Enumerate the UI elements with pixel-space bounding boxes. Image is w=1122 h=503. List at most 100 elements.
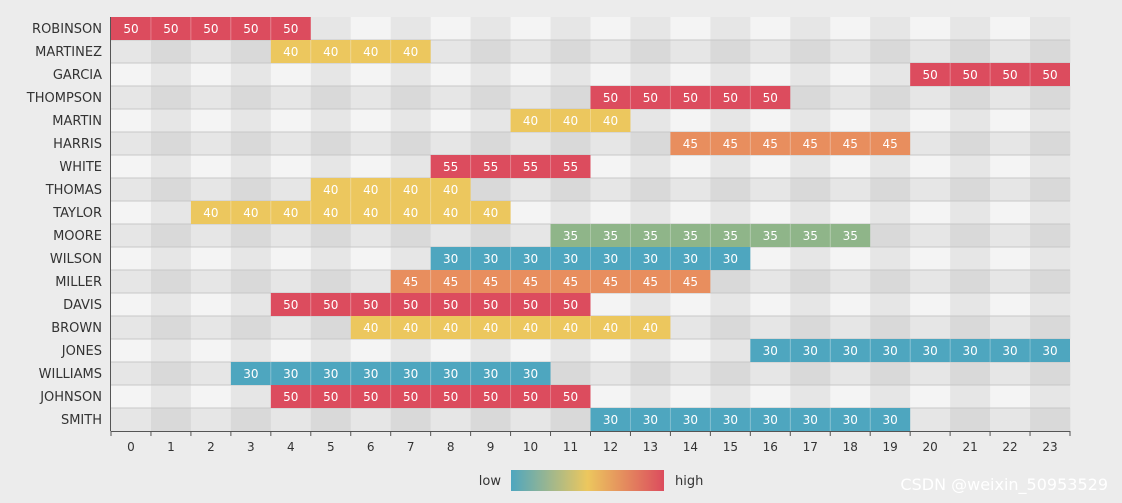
heatmap-cell[interactable] [390, 293, 431, 316]
heatmap-cell[interactable] [750, 224, 791, 247]
heatmap-cell[interactable] [430, 178, 471, 201]
heatmap-cell[interactable] [990, 339, 1031, 362]
heatmap-cell[interactable] [550, 316, 591, 339]
heatmap-cell[interactable] [630, 247, 671, 270]
heatmap-cell[interactable] [430, 201, 471, 224]
heatmap-cell[interactable] [470, 362, 511, 385]
heatmap-cell[interactable] [510, 109, 551, 132]
heatmap-cell[interactable] [350, 362, 391, 385]
heatmap-cell[interactable] [950, 63, 991, 86]
heatmap-cell[interactable] [111, 17, 151, 40]
heatmap-cell[interactable] [470, 155, 511, 178]
heatmap-cell[interactable] [710, 224, 751, 247]
heatmap-cell[interactable] [390, 385, 431, 408]
heatmap-cell[interactable] [550, 247, 591, 270]
heatmap-cell[interactable] [590, 316, 631, 339]
heatmap-cell[interactable] [870, 132, 911, 155]
heatmap-cell[interactable] [510, 293, 551, 316]
heatmap-cell[interactable] [190, 201, 231, 224]
heatmap-cell[interactable] [430, 247, 471, 270]
heatmap-cell[interactable] [230, 201, 271, 224]
heatmap-cell[interactable] [550, 109, 591, 132]
heatmap-cell[interactable] [590, 270, 631, 293]
heatmap-cell[interactable] [950, 339, 991, 362]
heatmap-cell[interactable] [510, 316, 551, 339]
heatmap-cell[interactable] [870, 339, 911, 362]
heatmap-cell[interactable] [430, 362, 471, 385]
heatmap-cell[interactable] [630, 86, 671, 109]
heatmap-cell[interactable] [830, 224, 871, 247]
heatmap-cell[interactable] [790, 408, 831, 431]
heatmap-cell[interactable] [270, 362, 311, 385]
heatmap-cell[interactable] [390, 178, 431, 201]
heatmap-cell[interactable] [550, 155, 591, 178]
heatmap-cell[interactable] [510, 385, 551, 408]
legend-gradient-bar[interactable] [511, 470, 664, 491]
heatmap-cell[interactable] [710, 247, 751, 270]
heatmap-cell[interactable] [750, 339, 791, 362]
heatmap-cell[interactable] [350, 40, 391, 63]
heatmap-cell[interactable] [630, 316, 671, 339]
heatmap-cell[interactable] [350, 178, 391, 201]
heatmap-cell[interactable] [990, 63, 1031, 86]
heatmap-cell[interactable] [670, 224, 711, 247]
heatmap-cell[interactable] [310, 362, 351, 385]
heatmap-cell[interactable] [910, 339, 951, 362]
heatmap-cell[interactable] [590, 86, 631, 109]
heatmap-cell[interactable] [830, 339, 871, 362]
heatmap-cell[interactable] [470, 270, 511, 293]
heatmap-cell[interactable] [350, 385, 391, 408]
heatmap-cell[interactable] [910, 63, 951, 86]
heatmap-cell[interactable] [790, 339, 831, 362]
heatmap-cell[interactable] [390, 316, 431, 339]
heatmap-cell[interactable] [550, 385, 591, 408]
heatmap-cell[interactable] [590, 408, 631, 431]
heatmap-cell[interactable] [270, 293, 311, 316]
heatmap-cell[interactable] [190, 17, 231, 40]
heatmap-cell[interactable] [310, 178, 351, 201]
heatmap-cell[interactable] [670, 247, 711, 270]
heatmap-cell[interactable] [470, 293, 511, 316]
heatmap-cell[interactable] [830, 408, 871, 431]
heatmap-cell[interactable] [670, 132, 711, 155]
heatmap-cell[interactable] [590, 224, 631, 247]
heatmap-cell[interactable] [430, 270, 471, 293]
heatmap-cell[interactable] [430, 155, 471, 178]
heatmap-cell[interactable] [270, 201, 311, 224]
heatmap-cell[interactable] [710, 132, 751, 155]
heatmap-cell[interactable] [350, 201, 391, 224]
heatmap-cell[interactable] [270, 385, 311, 408]
heatmap-cell[interactable] [470, 316, 511, 339]
heatmap-cell[interactable] [750, 408, 791, 431]
heatmap-cell[interactable] [710, 86, 751, 109]
heatmap-cell[interactable] [510, 362, 551, 385]
heatmap-cell[interactable] [630, 408, 671, 431]
heatmap-cell[interactable] [310, 293, 351, 316]
heatmap-cell[interactable] [350, 316, 391, 339]
heatmap-cell[interactable] [310, 385, 351, 408]
heatmap-cell[interactable] [430, 385, 471, 408]
heatmap-cell[interactable] [230, 17, 271, 40]
heatmap-cell[interactable] [790, 224, 831, 247]
heatmap-cell[interactable] [310, 40, 351, 63]
heatmap-cell[interactable] [390, 270, 431, 293]
heatmap-cell[interactable] [310, 201, 351, 224]
heatmap-cell[interactable] [710, 408, 751, 431]
heatmap-cell[interactable] [830, 132, 871, 155]
heatmap-cell[interactable] [590, 247, 631, 270]
heatmap-cell[interactable] [470, 385, 511, 408]
heatmap-cell[interactable] [230, 362, 271, 385]
heatmap-cell[interactable] [390, 40, 431, 63]
heatmap-cell[interactable] [590, 109, 631, 132]
heatmap-cell[interactable] [870, 408, 911, 431]
heatmap-cell[interactable] [550, 270, 591, 293]
heatmap-cell[interactable] [470, 247, 511, 270]
heatmap-cell[interactable] [390, 362, 431, 385]
heatmap-cell[interactable] [350, 293, 391, 316]
heatmap-cell[interactable] [510, 247, 551, 270]
heatmap-cell[interactable] [510, 270, 551, 293]
heatmap-cell[interactable] [430, 316, 471, 339]
heatmap-cell[interactable] [670, 270, 711, 293]
heatmap-cell[interactable] [550, 293, 591, 316]
heatmap-cell[interactable] [470, 201, 511, 224]
